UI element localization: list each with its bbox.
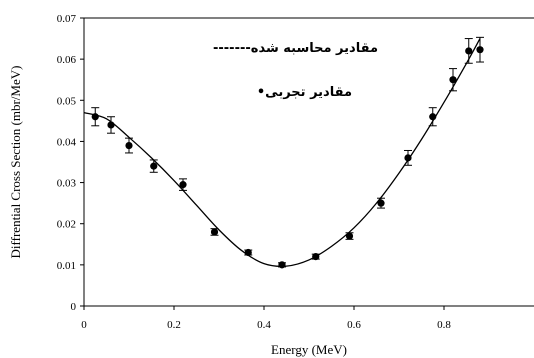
experimental-points	[91, 36, 484, 269]
calculated-curve	[83, 38, 481, 267]
data-point	[107, 121, 115, 129]
legend-label-calculated: مقادیر محاسبه شده-------	[213, 41, 378, 56]
data-point	[345, 232, 354, 240]
y-axis-title: Diffrential Cross Section (mbr/MeV)	[8, 66, 23, 259]
data-point	[476, 46, 484, 54]
y-tick-label: 0.01	[57, 260, 76, 272]
data-point	[377, 199, 385, 207]
x-tick-label: 0.2	[167, 319, 181, 331]
data-point	[465, 47, 473, 55]
y-tick-label: 0	[71, 301, 77, 313]
legend-label-experimental: مقادیر تجربی•	[257, 85, 352, 100]
y-tick-label: 0.04	[57, 136, 77, 148]
data-point	[91, 113, 99, 121]
data-point	[449, 76, 457, 84]
data-point	[125, 141, 133, 150]
y-tick-labels: 0 0.01 0.02 0.03 0.04 0.05 0.06 0.07	[57, 13, 84, 313]
data-point	[210, 228, 219, 236]
x-tick-label: 0	[81, 319, 87, 331]
data-point	[244, 248, 252, 257]
y-tick-label: 0.07	[57, 13, 77, 25]
x-tick-labels: 0 0.2 0.4 0.6 0.8	[81, 306, 451, 331]
data-point	[429, 113, 437, 121]
y-tick-label: 0.03	[57, 178, 77, 190]
legend: مقادیر محاسبه شده------- مقادیر تجربی•	[213, 41, 378, 100]
data-point	[278, 261, 286, 269]
data-point	[179, 181, 187, 189]
x-tick-label: 0.6	[347, 319, 361, 331]
x-tick-label: 0.4	[257, 319, 271, 331]
x-axis-title: Energy (MeV)	[271, 342, 347, 357]
x-tick-label: 0.8	[437, 319, 451, 331]
plot-area	[83, 17, 534, 307]
data-point	[150, 162, 158, 170]
data-point	[312, 253, 320, 261]
calculated-curve-line	[83, 38, 481, 267]
y-tick-label: 0.06	[57, 54, 77, 66]
y-tick-label: 0.05	[57, 95, 77, 107]
y-tick-label: 0.02	[57, 219, 76, 231]
data-point	[404, 154, 412, 162]
